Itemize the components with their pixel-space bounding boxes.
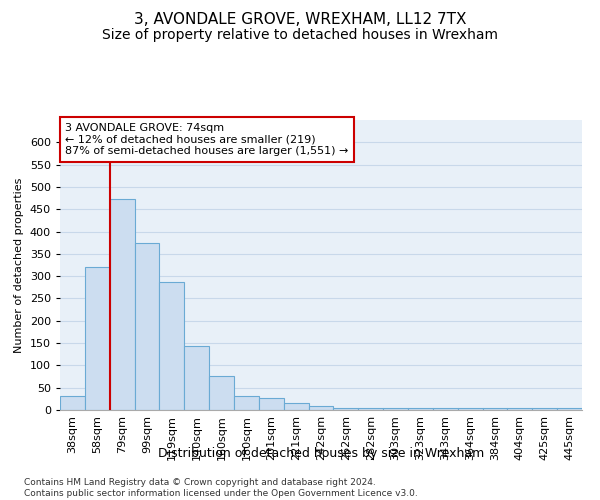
Bar	[532, 408, 557, 410]
Bar	[160, 282, 184, 410]
Bar	[134, 242, 160, 410]
Bar	[557, 408, 582, 410]
Bar	[259, 398, 284, 410]
Y-axis label: Number of detached properties: Number of detached properties	[14, 178, 24, 352]
Bar	[184, 346, 209, 410]
Text: 3 AVONDALE GROVE: 74sqm
← 12% of detached houses are smaller (219)
87% of semi-d: 3 AVONDALE GROVE: 74sqm ← 12% of detache…	[65, 123, 349, 156]
Bar	[284, 404, 308, 410]
Bar	[433, 408, 458, 410]
Bar	[458, 408, 482, 410]
Bar	[234, 396, 259, 410]
Bar	[508, 408, 532, 410]
Bar	[383, 408, 408, 410]
Bar	[408, 408, 433, 410]
Bar	[60, 396, 85, 410]
Bar	[358, 408, 383, 410]
Bar	[308, 406, 334, 410]
Bar	[209, 376, 234, 410]
Text: Distribution of detached houses by size in Wrexham: Distribution of detached houses by size …	[158, 448, 484, 460]
Bar	[85, 267, 110, 410]
Text: Size of property relative to detached houses in Wrexham: Size of property relative to detached ho…	[102, 28, 498, 42]
Bar	[110, 198, 134, 410]
Bar	[334, 408, 358, 410]
Text: Contains HM Land Registry data © Crown copyright and database right 2024.
Contai: Contains HM Land Registry data © Crown c…	[24, 478, 418, 498]
Bar	[482, 408, 508, 410]
Text: 3, AVONDALE GROVE, WREXHAM, LL12 7TX: 3, AVONDALE GROVE, WREXHAM, LL12 7TX	[134, 12, 466, 28]
